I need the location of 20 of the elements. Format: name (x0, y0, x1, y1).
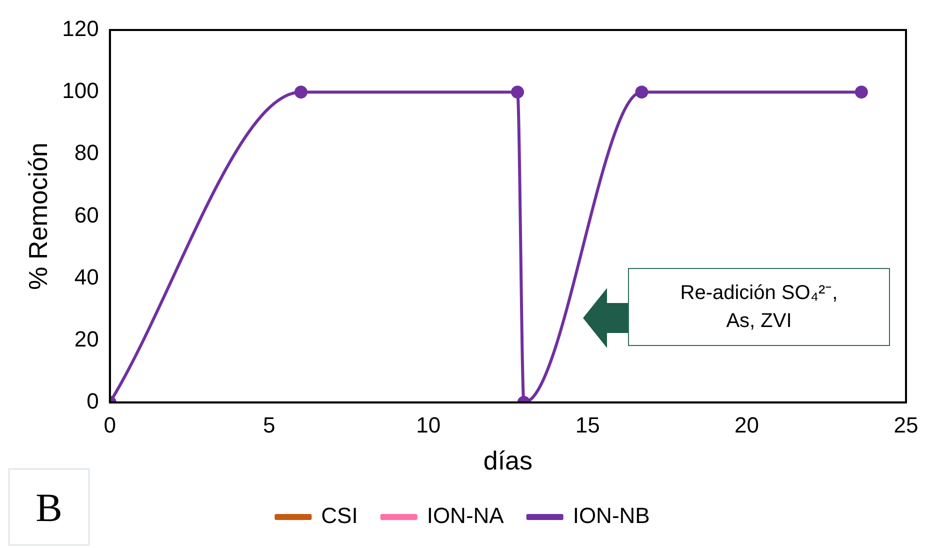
x-axis-title: días (483, 446, 533, 476)
y-axis-title: % Remoción (22, 142, 53, 290)
x-tick-label: 25 (894, 412, 918, 438)
y-tick-label: 40 (74, 264, 99, 290)
x-tick-label: 15 (575, 412, 600, 438)
y-tick-label: 0 (86, 388, 99, 414)
x-tick-label: 20 (734, 412, 760, 438)
y-tick-label: 80 (74, 140, 99, 166)
y-tick-label: 120 (62, 16, 99, 42)
x-tick-label: 10 (416, 412, 441, 438)
panel-label-box: B (8, 468, 90, 546)
x-tick-label: 5 (263, 412, 276, 438)
y-tick-label: 20 (74, 326, 99, 352)
x-tick-label: 0 (104, 412, 116, 438)
legend-label: ION-NA (426, 503, 504, 528)
y-tick-label: 100 (62, 78, 99, 104)
y-tick-label: 60 (74, 202, 99, 228)
legend-label: CSI (321, 503, 358, 528)
note-box: Re-adición SO₄²⁻, As, ZVI (628, 268, 890, 346)
legend-label: ION-NB (572, 503, 650, 528)
